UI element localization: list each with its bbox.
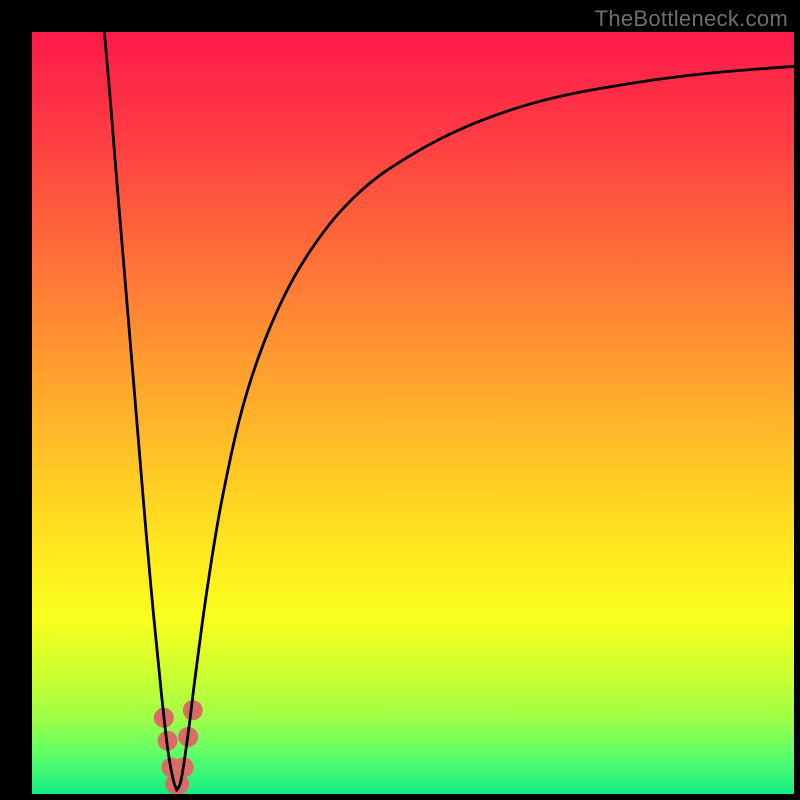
chart-frame: TheBottleneck.com [0,0,800,800]
watermark-text: TheBottleneck.com [595,6,788,32]
bottleneck-chart [32,32,794,794]
chart-svg [32,32,794,794]
chart-background [32,32,794,794]
